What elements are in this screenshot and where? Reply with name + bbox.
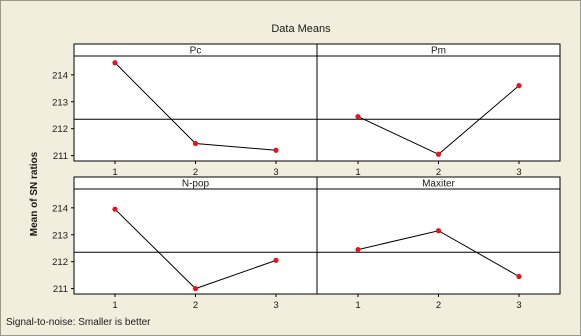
x-tick-label: 3: [516, 300, 521, 311]
y-tick-label: 214: [52, 203, 68, 214]
y-tick-label: 213: [52, 97, 68, 108]
x-tick-label: 1: [112, 167, 117, 178]
x-tick-label: 2: [193, 167, 198, 178]
x-tick-label: 3: [273, 300, 278, 311]
y-tick-label: 213: [52, 230, 68, 241]
data-point: [192, 140, 199, 147]
y-tick-label: 211: [53, 151, 68, 162]
x-tick-label: 1: [355, 300, 360, 311]
data-point: [435, 151, 442, 157]
data-point: [273, 147, 279, 153]
data-point: [273, 257, 279, 263]
y-tick-label: 211: [53, 284, 68, 295]
data-point: [112, 206, 118, 212]
x-tick-label: 1: [355, 167, 360, 178]
panel-box: [316, 43, 561, 162]
data-point: [192, 286, 199, 292]
y-tick-label: 212: [52, 257, 68, 268]
x-tick-label: 3: [516, 167, 521, 178]
footnote: Signal-to-noise: Smaller is better: [6, 317, 151, 328]
y-tick-label: 214: [52, 70, 68, 81]
y-tick-label: 212: [52, 124, 68, 135]
panel-box: [316, 176, 561, 295]
x-tick-label: 2: [436, 300, 441, 311]
data-point: [355, 246, 361, 253]
data-point: [355, 113, 361, 120]
panel-label: Pm: [431, 46, 446, 57]
x-tick-label: 2: [193, 300, 198, 311]
panel-label: N-pop: [182, 179, 210, 190]
x-tick-label: 3: [273, 167, 278, 178]
x-tick-label: 1: [112, 300, 117, 311]
x-tick-label: 2: [436, 167, 441, 178]
data-point: [516, 273, 522, 280]
panel-box: [73, 176, 318, 295]
y-axis-label: Mean of SN ratios: [29, 151, 40, 236]
panel-label: Maxiter: [422, 179, 455, 190]
data-point: [516, 83, 522, 89]
data-point: [435, 228, 442, 234]
chart-title: Data Means: [271, 23, 331, 35]
panel-label: Pc: [190, 46, 202, 57]
data-point: [112, 60, 118, 66]
